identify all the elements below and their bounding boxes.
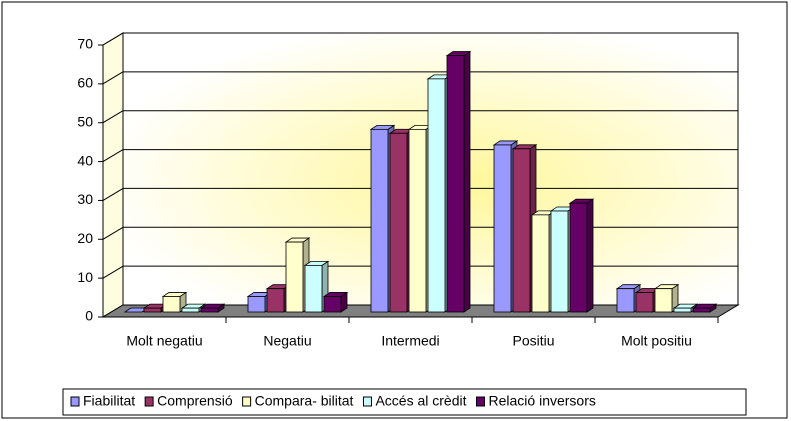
legend-swatch [242, 396, 252, 407]
bar-front [247, 296, 266, 313]
y-tick-label: 70 [77, 36, 93, 52]
bar-front [654, 288, 673, 313]
grid-line [102, 149, 124, 163]
x-tick-label: Molt negatiu [126, 333, 202, 349]
bar [322, 291, 349, 313]
bar-front [162, 296, 181, 313]
bar-front [512, 148, 531, 313]
bar-front [200, 307, 219, 313]
bar-front [673, 307, 692, 313]
bar-front [635, 292, 654, 313]
bar-front [370, 128, 389, 313]
y-tick-label: 20 [77, 230, 93, 246]
legend-label: Accés al crèdit [375, 393, 466, 409]
x-tick-label: Intermedi [381, 333, 439, 349]
x-tick-label: Positiu [512, 333, 554, 349]
x-tick-label: Negatiu [263, 333, 311, 349]
legend-swatch [144, 396, 154, 407]
bar-side [463, 50, 471, 313]
legend-box [62, 388, 747, 416]
y-tick-label: 60 [77, 75, 93, 91]
bar [199, 303, 226, 313]
bar [691, 303, 718, 313]
side-wall [102, 32, 124, 318]
y-tick-label: 30 [77, 191, 93, 207]
bar-front [143, 307, 162, 313]
bar-front [266, 288, 285, 313]
bar-front [408, 128, 427, 313]
grid-line [102, 110, 124, 124]
legend-label: Fiabilitat [83, 393, 135, 409]
bar-front [181, 307, 200, 313]
legend-label: Relació inversors [489, 393, 596, 409]
legend-swatch [476, 396, 485, 407]
bar-front [446, 55, 465, 313]
grid-line [102, 32, 124, 46]
bar-front [493, 144, 512, 313]
bar-side [586, 198, 594, 313]
bar [653, 283, 680, 313]
bar-front [569, 202, 588, 313]
grid-line [102, 265, 124, 279]
grid-line [102, 226, 124, 240]
bar-front [531, 214, 550, 313]
legend-swatch [70, 396, 80, 407]
legend-label: Comprensió [157, 393, 233, 409]
bar-front [304, 264, 323, 313]
grid-line [102, 71, 124, 85]
bar-front [550, 210, 569, 313]
bar-front [323, 296, 342, 313]
bar-front [389, 132, 408, 313]
y-tick-label: 40 [77, 152, 93, 168]
legend-swatch [362, 396, 372, 407]
bar-front [692, 307, 711, 313]
bar-front [285, 241, 304, 313]
x-tick-label: Molt positiu [621, 333, 692, 349]
y-tick-label: 0 [85, 308, 93, 324]
y-tick-label: 10 [77, 269, 93, 285]
grid-line [102, 187, 124, 201]
bar [445, 50, 472, 313]
bar [568, 198, 595, 313]
bar-front [616, 288, 635, 313]
y-tick-label: 50 [77, 113, 93, 129]
bar-front [427, 78, 446, 313]
legend-label: Compara- bilitat [255, 393, 354, 409]
